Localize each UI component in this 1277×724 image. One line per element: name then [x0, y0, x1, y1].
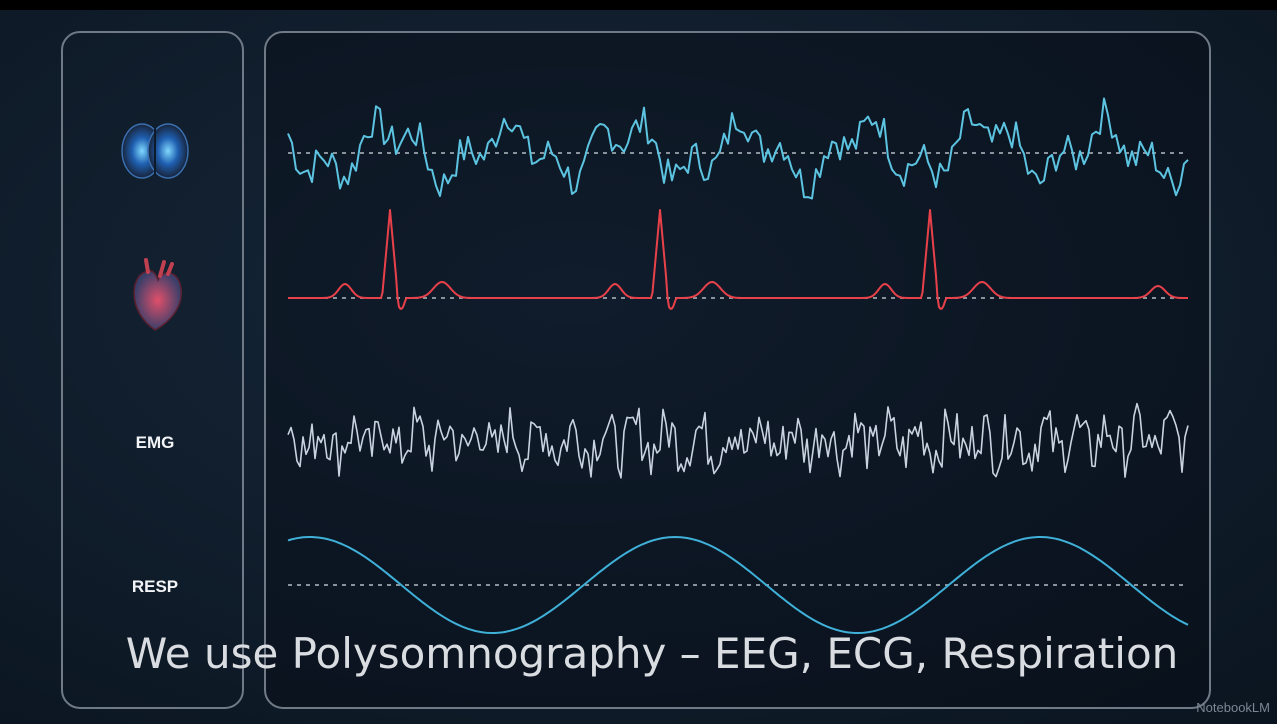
signal-panel [265, 32, 1210, 708]
watermark: NotebookLM [1196, 700, 1270, 715]
slide: EMG RESP We use Polysomnography – EEG, E… [0, 0, 1277, 724]
caption: We use Polysomnography – EEG, ECG, Respi… [126, 629, 1179, 678]
channel-label: RESP [132, 577, 178, 596]
page: EMG RESP We use Polysomnography – EEG, E… [0, 0, 1277, 724]
brain-icon [122, 124, 188, 178]
channel-label: EMG [136, 433, 175, 452]
